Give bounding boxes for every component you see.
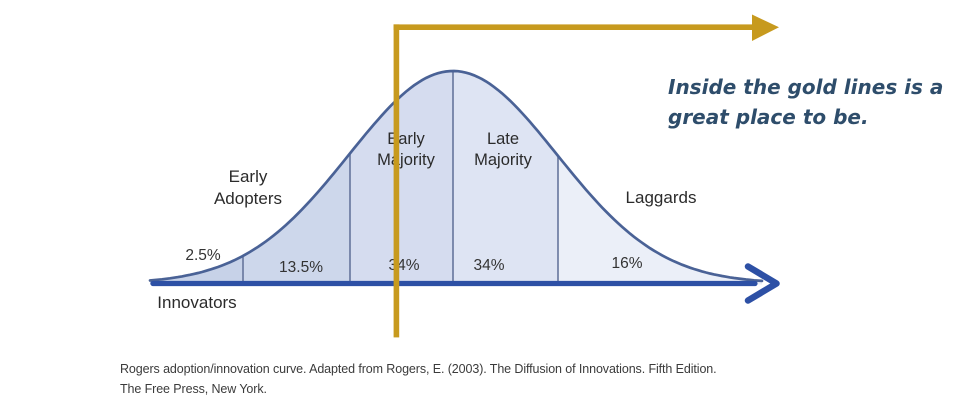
segment-label-laggards: Laggards: [625, 188, 697, 207]
percent-label-early-adopters: 13.5%: [279, 259, 323, 276]
bell-curve-outline: [148, 69, 764, 283]
segment-label-early-majority: Early Majority: [377, 130, 435, 170]
percent-label-early-majority: 34%: [388, 257, 420, 274]
segment-area-laggards: [558, 155, 762, 285]
percent-label-late-majority: 34%: [473, 257, 505, 274]
segment-label-innovators: Innovators: [157, 293, 237, 312]
segment-label-early-adopters: Early Adopters: [213, 167, 283, 209]
percent-label-laggards: 16%: [611, 255, 643, 272]
percent-label-innovators: 2.5%: [185, 247, 221, 264]
annotation-text: Inside the gold lines is a great place t…: [668, 72, 943, 132]
segment-area-early-majority: [350, 71, 453, 285]
caption-line-1: Rogers adoption/innovation curve. Adapte…: [120, 362, 717, 376]
source-caption: Rogers adoption/innovation curve. Adapte…: [120, 359, 820, 399]
segment-area-late-majority: [453, 71, 558, 285]
segment-area-innovators: [150, 255, 243, 285]
x-axis-arrowhead: [744, 263, 780, 304]
annotation-line-2: great place to be.: [668, 105, 869, 129]
segment-label-late-majority: Late Majority: [474, 130, 532, 170]
annotation-line-1: Inside the gold lines is a: [668, 75, 944, 99]
caption-line-2: The Free Press, New York.: [120, 382, 267, 396]
